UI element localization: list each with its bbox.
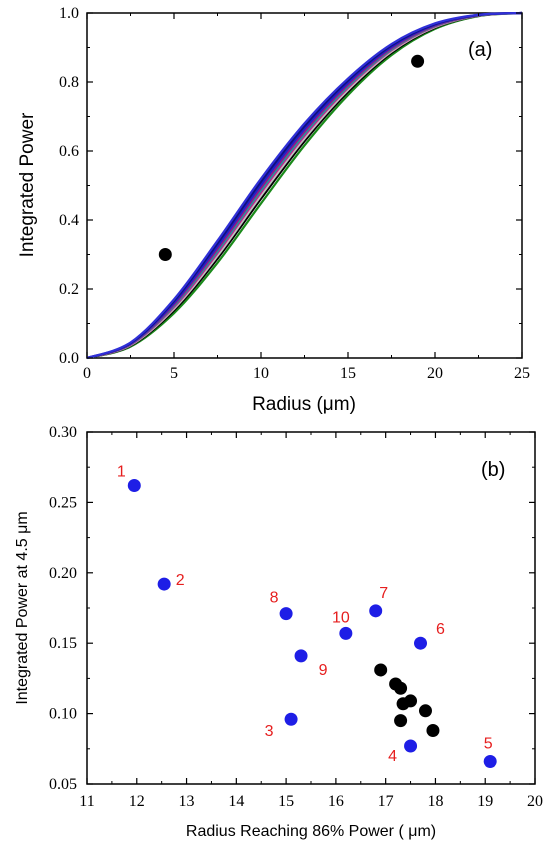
panel-b-y-axis-title: Integrated Power at 4.5 μm (14, 511, 31, 704)
panel-b-x-tick-label: 13 (179, 793, 195, 810)
panel-b-blue-point-4 (404, 739, 418, 753)
panel-a-data-point-2 (411, 54, 425, 68)
panel-b-y-tick-label: 0.15 (49, 635, 77, 652)
panel-b-point-label-2: 2 (176, 572, 185, 589)
panel-a-y-tick-label: 0.6 (59, 143, 79, 160)
panel-b-blue-point-3 (284, 712, 298, 726)
panel-b-y-tick-label: 0.05 (49, 776, 77, 793)
panel-a-x-tick-label: 5 (170, 365, 178, 382)
panel-b-x-tick-label: 19 (477, 793, 493, 810)
panel-b-point-label-8: 8 (270, 590, 279, 607)
panel-b-point-label-7: 7 (379, 585, 388, 602)
panel-a-x-tick-label: 25 (514, 365, 530, 382)
panel-a-x-tick-label: 10 (253, 365, 269, 382)
panel-b-blue-point-7 (369, 604, 383, 618)
panel-b-x-tick-label: 15 (278, 793, 294, 810)
panel-b-blue-point-1 (127, 479, 141, 493)
panel-b-x-tick-label: 17 (378, 793, 394, 810)
panel-b-point-label-3: 3 (265, 723, 274, 740)
panel-a-series-line-2 (86, 11, 523, 360)
panel-b-point-label-4: 4 (388, 748, 397, 765)
panel-b-x-tick-label: 20 (527, 793, 543, 810)
panel-a-x-axis-title: Radius (μm) (252, 394, 356, 415)
panel-b-x-tick-label: 16 (328, 793, 344, 810)
panel-b-point-label-5: 5 (484, 735, 493, 752)
panel-b-black-point-5 (396, 697, 410, 711)
panel-a-chart: 0 5 10 15 20 25 0.0 0.2 0.4 0.6 0.8 1.0 (a) Radius… (17, 5, 530, 415)
panel-b-y-tick-label: 0.25 (49, 494, 77, 511)
panel-b-blue-point-5 (483, 754, 497, 768)
panel-a-markers (158, 54, 425, 261)
panel-b-point-label-6: 6 (436, 621, 445, 638)
panel-b-blue-point-6 (414, 636, 428, 650)
panel-a-y-tick-label: 1.0 (59, 5, 79, 22)
panel-a-x-tick-label: 0 (83, 365, 91, 382)
panel-a-series-line-4 (86, 11, 523, 360)
panel-b-x-axis-title: Radius Reaching 86% Power ( μm) (186, 823, 436, 840)
panel-a-curves (86, 11, 523, 360)
panel-b-black-point-3 (394, 681, 408, 695)
panel-a-x-tick-label: 20 (427, 365, 443, 382)
panel-b-x-tick-label: 11 (79, 793, 94, 810)
panel-a-label: (a) (468, 39, 492, 61)
panel-a-y-tick-label: 0.2 (59, 281, 79, 298)
panel-a-y-ticks: 0.0 0.2 0.4 0.6 0.8 1.0 (59, 5, 522, 367)
panel-b-frame (86, 431, 536, 785)
panel-b-x-tick-label: 18 (427, 793, 443, 810)
panel-b-x-ticks: 11 12 13 14 15 16 17 18 19 20 (79, 432, 543, 810)
panel-a-series-line-7 (86, 11, 523, 360)
panel-a-data-point-1 (158, 248, 172, 261)
panel-b-blue-point-8 (279, 607, 293, 621)
panel-b-point-label-9: 9 (319, 662, 328, 679)
panel-a-y-tick-label: 0.0 (59, 350, 79, 367)
panel-a-series-line-3 (86, 11, 523, 360)
panel-a-frame (86, 12, 523, 359)
panel-a-y-axis-title: Integrated Power (17, 112, 38, 257)
panel-b-black-point-1 (374, 663, 388, 677)
panel-b-point-label-1: 1 (117, 464, 126, 481)
panel-a-series-line-6 (86, 11, 523, 360)
panel-b-label: (b) (481, 459, 505, 481)
panel-a-series-line-5 (86, 11, 523, 360)
panel-b-y-tick-label: 0.30 (49, 424, 77, 441)
panel-b-black-point-8 (426, 723, 440, 737)
panel-b-y-tick-label: 0.10 (49, 706, 77, 723)
panel-b-y-ticks: 0.05 0.10 0.15 0.20 0.25 0.30 (49, 424, 535, 793)
panel-a-y-tick-label: 0.8 (59, 74, 79, 91)
panel-a-x-tick-label: 15 (340, 365, 356, 382)
panel-b-blue-point-9 (294, 649, 308, 663)
panel-a-y-tick-label: 0.4 (59, 212, 79, 229)
panel-b-black-point-6 (418, 704, 432, 718)
panel-b-x-tick-label: 14 (228, 793, 244, 810)
panel-a-series-line-8 (86, 11, 523, 360)
panel-b-points: 1 2 3 4 5 6 7 8 9 10 (117, 464, 497, 768)
panel-b-point-label-10: 10 (332, 609, 350, 626)
panel-a-x-ticks: 0 5 10 15 20 25 (83, 13, 530, 382)
panel-b-blue-point-10 (339, 626, 353, 640)
panel-a-series-line-9 (86, 11, 523, 360)
panel-a-series-line-1 (86, 11, 523, 360)
panel-b-blue-point-2 (157, 577, 171, 591)
panel-b-x-tick-label: 12 (129, 793, 145, 810)
panel-b-black-point-7 (394, 714, 408, 728)
panel-b-y-tick-label: 0.20 (49, 565, 77, 582)
